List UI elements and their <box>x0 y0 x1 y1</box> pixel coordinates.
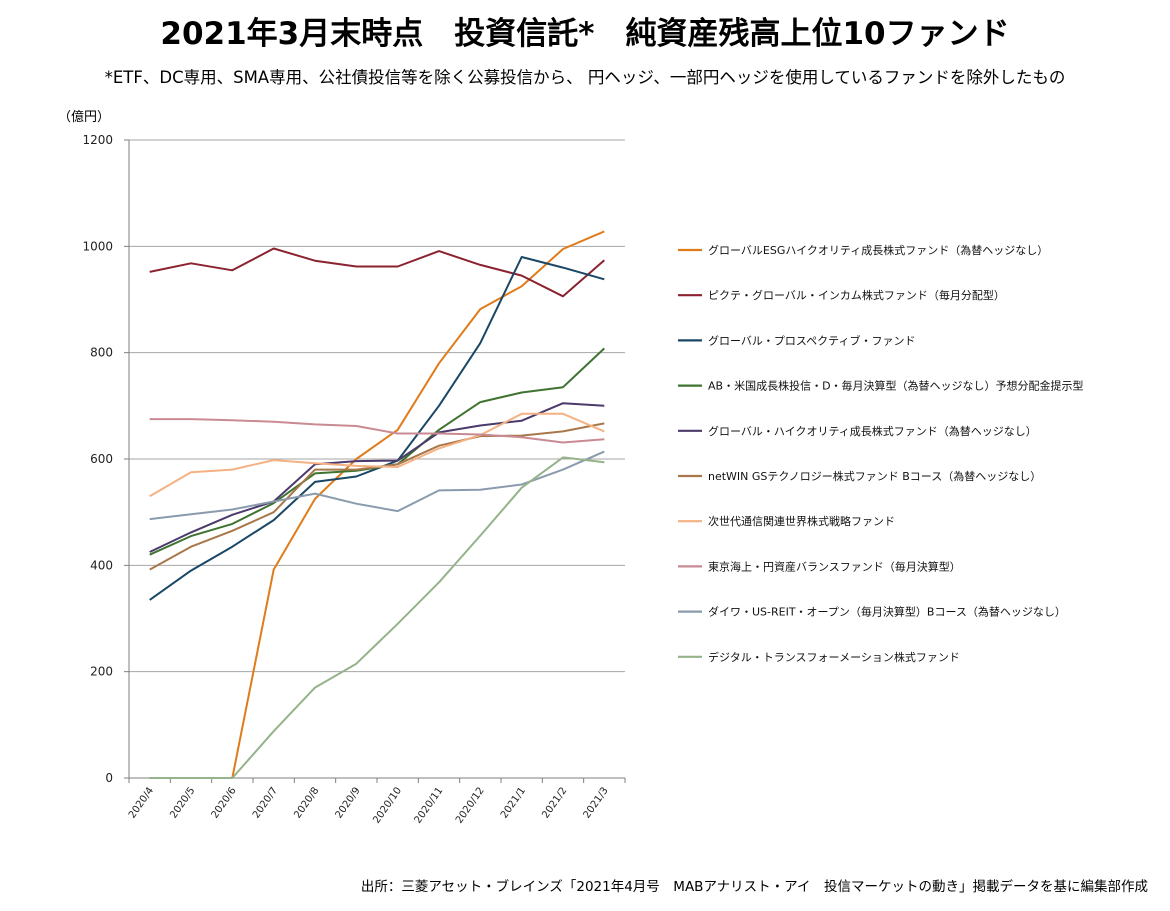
legend-item-1: グローバルESGハイクオリティ成長株式ファンド（為替ヘッジなし） <box>678 243 1048 257</box>
series-layer <box>149 230 605 779</box>
axis-layer: 0 200 400 600 800 1000 1200 2020/4 2020/5 2020/6 2… <box>82 133 626 826</box>
x-tick-label: 2020/5 <box>168 785 197 820</box>
legend-item-7: 次世代通信関連世界株式戦略ファンド <box>678 514 895 528</box>
legend-item-5: グローバル・ハイクオリティ成長株式ファンド（為替ヘッジなし） <box>678 424 1037 438</box>
legend-item-8: 東京海上・円資産バランスファンド（毎月決算型） <box>678 559 961 573</box>
legend-label: AB・米国成長株投信・D・毎月決算型（為替ヘッジなし）予想分配金提示型 <box>708 379 1084 393</box>
legend-label: netWIN GSテクノロジー株式ファンド Bコース（為替ヘッジなし） <box>708 469 1041 483</box>
legend-label: ピクテ・グローバル・インカム株式ファンド（毎月分配型） <box>708 288 1005 302</box>
legend-item-6: netWIN GSテクノロジー株式ファンド Bコース（為替ヘッジなし） <box>678 469 1041 483</box>
series-line-2 <box>149 247 605 298</box>
x-tick-label: 2020/7 <box>251 785 280 820</box>
legend-item-3: グローバル・プロスペクティブ・ファンド <box>678 333 915 347</box>
x-tick-label: 2021/1 <box>499 785 528 820</box>
source-note: 出所：三菱アセット・ブレインズ「2021年4月号 MABアナリスト・アイ 投信マ… <box>360 879 1148 895</box>
x-tick-label: 2020/6 <box>210 785 239 820</box>
legend-label: 次世代通信関連世界株式戦略ファンド <box>708 514 895 528</box>
x-tick-label: 2020/10 <box>371 785 404 825</box>
legend-label: ダイワ・US-REIT・オープン（毎月決算型）Bコース（為替ヘッジなし） <box>708 605 1066 619</box>
x-tick-label: 2021/2 <box>540 785 569 820</box>
series-line-10 <box>149 456 605 779</box>
chart-subtitle: *ETF、DC専用、SMA専用、公社債投信等を除く公募投信から、 円ヘッジ、一部… <box>104 68 1066 87</box>
y-tick-label: 200 <box>90 665 113 679</box>
legend-label: グローバルESGハイクオリティ成長株式ファンド（為替ヘッジなし） <box>708 243 1048 257</box>
legend-item-2: ピクテ・グローバル・インカム株式ファンド（毎月分配型） <box>678 288 1005 302</box>
legend-item-9: ダイワ・US-REIT・オープン（毎月決算型）Bコース（為替ヘッジなし） <box>678 605 1066 619</box>
series-line-1 <box>149 230 605 779</box>
y-tick-label: 1000 <box>82 239 113 253</box>
series-line-3 <box>149 256 605 601</box>
legend-label: 東京海上・円資産バランスファンド（毎月決算型） <box>708 559 961 573</box>
x-tick-label: 2020/12 <box>454 785 487 825</box>
x-tick-label: 2020/11 <box>413 785 446 825</box>
legend-label: グローバル・ハイクオリティ成長株式ファンド（為替ヘッジなし） <box>708 424 1037 438</box>
y-tick-label: 600 <box>90 452 113 466</box>
series-line-8 <box>149 418 605 444</box>
y-unit-label: （億円） <box>58 110 111 125</box>
x-tick-label: 2021/3 <box>582 785 611 820</box>
y-tick-label: 1200 <box>82 133 113 147</box>
chart-title: 2021年3月末時点 投資信託* 純資産残高上位10ファンド <box>160 16 1010 52</box>
x-tick-label: 2020/8 <box>292 785 321 820</box>
series-line-5 <box>149 402 605 553</box>
x-tick-label: 2020/4 <box>127 785 156 820</box>
legend-layer: グローバルESGハイクオリティ成長株式ファンド（為替ヘッジなし） ピクテ・グローバ… <box>678 243 1084 664</box>
y-tick-label: 0 <box>105 771 113 785</box>
series-line-7 <box>149 412 605 498</box>
grid-layer <box>129 139 625 673</box>
legend-item-10: デジタル・トランスフォーメーション株式ファンド <box>678 650 960 664</box>
series-line-4 <box>149 347 605 556</box>
legend-label: グローバル・プロスペクティブ・ファンド <box>708 333 915 347</box>
legend-label: デジタル・トランスフォーメーション株式ファンド <box>708 650 960 664</box>
x-tick-label: 2020/9 <box>334 785 363 820</box>
y-tick-label: 800 <box>90 346 113 360</box>
y-tick-label: 400 <box>90 558 113 572</box>
legend-item-4: AB・米国成長株投信・D・毎月決算型（為替ヘッジなし）予想分配金提示型 <box>678 379 1084 393</box>
